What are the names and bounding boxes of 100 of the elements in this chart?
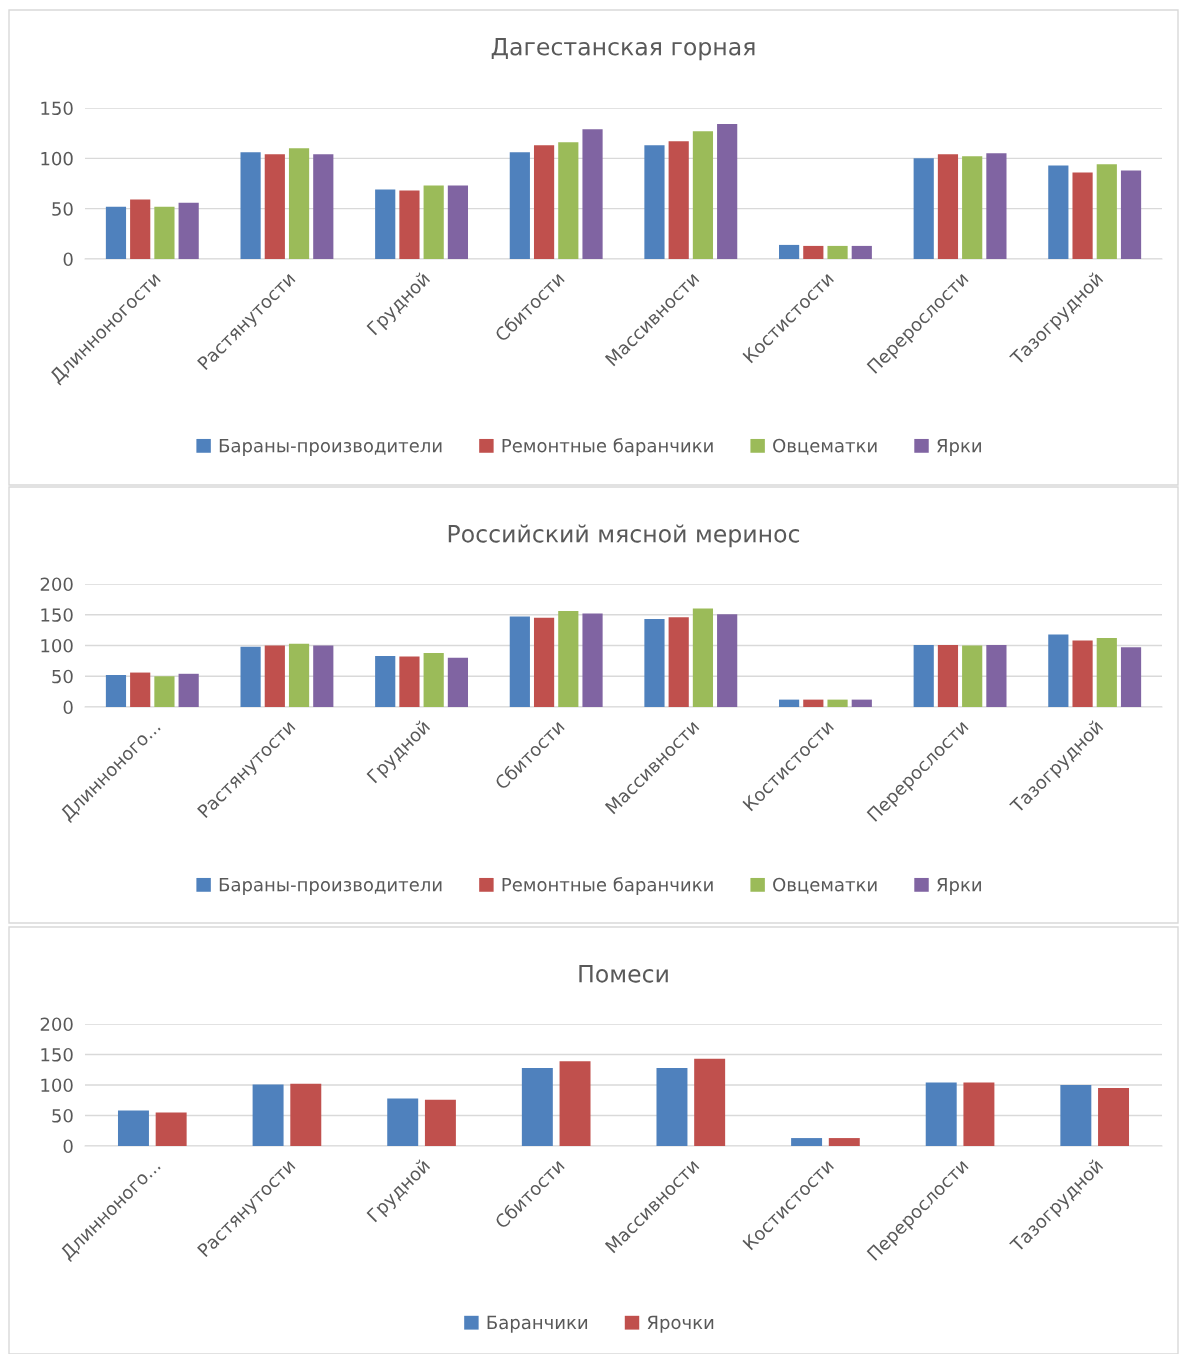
bar <box>717 124 738 259</box>
bar <box>399 656 420 707</box>
y-tick-label: 0 <box>63 700 73 715</box>
legend-label: Бараны-производители <box>219 438 442 456</box>
bar <box>117 1110 149 1146</box>
bar <box>105 206 127 259</box>
bar <box>962 156 983 259</box>
bar <box>962 645 983 707</box>
bar <box>827 245 848 259</box>
legend-label: Ярки <box>937 438 981 456</box>
bar <box>375 655 396 707</box>
bar <box>447 657 469 707</box>
y-tick-label: 50 <box>52 202 73 216</box>
bar <box>399 190 420 259</box>
bar <box>582 129 603 259</box>
bar <box>154 206 175 259</box>
bar <box>423 185 444 259</box>
chart-title: Помеси <box>579 965 668 983</box>
y-tick-label: 150 <box>41 608 73 622</box>
bar <box>644 619 665 707</box>
bar <box>582 613 603 707</box>
legend-label: Ярки <box>937 877 981 895</box>
y-tick-label: 100 <box>41 638 73 653</box>
legend-label: Овцематки <box>773 438 877 455</box>
chart-title: Дагестанская горная <box>491 38 755 61</box>
bar <box>963 1082 995 1146</box>
y-tick-label: 0 <box>63 1139 73 1154</box>
bar <box>252 1084 284 1146</box>
bar <box>375 189 396 259</box>
bar <box>240 646 261 707</box>
y-tick-label: 200 <box>40 577 73 592</box>
bar <box>288 148 310 259</box>
bar <box>130 199 151 259</box>
bar <box>791 1138 823 1146</box>
legend-label: Ярочки <box>647 1315 714 1333</box>
bar <box>778 699 800 707</box>
bar <box>1060 1085 1092 1146</box>
bar <box>558 142 579 259</box>
bar <box>692 131 714 259</box>
bar <box>913 158 934 259</box>
legend-label: Баранчики <box>487 1315 588 1333</box>
bar <box>178 202 199 259</box>
bar <box>240 152 261 259</box>
bar <box>509 152 530 259</box>
bar <box>986 644 1007 707</box>
bar <box>925 1082 957 1146</box>
bar <box>1096 638 1117 707</box>
bar <box>1096 164 1117 259</box>
bar <box>644 145 665 259</box>
bar <box>656 1067 688 1146</box>
y-tick-label: 50 <box>52 1108 73 1123</box>
bar <box>1072 172 1093 259</box>
bar <box>264 154 285 259</box>
y-tick-label: 100 <box>41 151 73 166</box>
bar <box>694 1058 726 1146</box>
bar <box>290 1083 322 1146</box>
bar <box>937 154 959 259</box>
bar <box>155 1112 187 1146</box>
bar <box>264 645 285 707</box>
bar <box>1120 647 1142 707</box>
chart-title: Российский мясной меринос <box>448 524 800 548</box>
bar <box>559 1061 591 1146</box>
bar <box>521 1067 553 1146</box>
bar <box>668 141 689 259</box>
bar <box>154 676 175 707</box>
y-tick-label: 100 <box>41 1078 73 1093</box>
legend-label: Ремонтные баранчики <box>502 438 713 456</box>
legend-label: Ремонтные баранчики <box>502 877 713 895</box>
bar <box>423 652 444 707</box>
bar <box>313 645 334 707</box>
bar <box>1072 640 1093 707</box>
y-tick-label: 200 <box>40 1017 73 1032</box>
bar <box>692 608 714 707</box>
bar <box>851 699 872 707</box>
y-tick-label: 0 <box>63 252 73 267</box>
bar <box>313 154 334 259</box>
bar <box>447 185 469 259</box>
bar <box>986 153 1007 259</box>
legend-label: Овцематки <box>773 877 877 894</box>
bar <box>178 673 199 707</box>
bar <box>778 244 800 259</box>
bar <box>1048 165 1069 259</box>
legend-label: Бараны-производители <box>219 877 442 895</box>
bar <box>387 1098 419 1146</box>
bar <box>288 643 310 707</box>
bar <box>851 245 872 259</box>
y-tick-label: 50 <box>52 669 73 684</box>
bar <box>1120 170 1142 259</box>
bar <box>533 617 555 707</box>
bar <box>1048 634 1069 707</box>
bar <box>424 1099 456 1146</box>
bar <box>509 616 530 707</box>
bar <box>827 699 848 707</box>
bar <box>717 614 738 707</box>
bar <box>130 672 151 707</box>
bar <box>803 245 824 259</box>
y-tick-label: 150 <box>41 1047 73 1062</box>
bar <box>533 145 555 259</box>
bar <box>937 644 959 707</box>
bar <box>1098 1088 1130 1146</box>
